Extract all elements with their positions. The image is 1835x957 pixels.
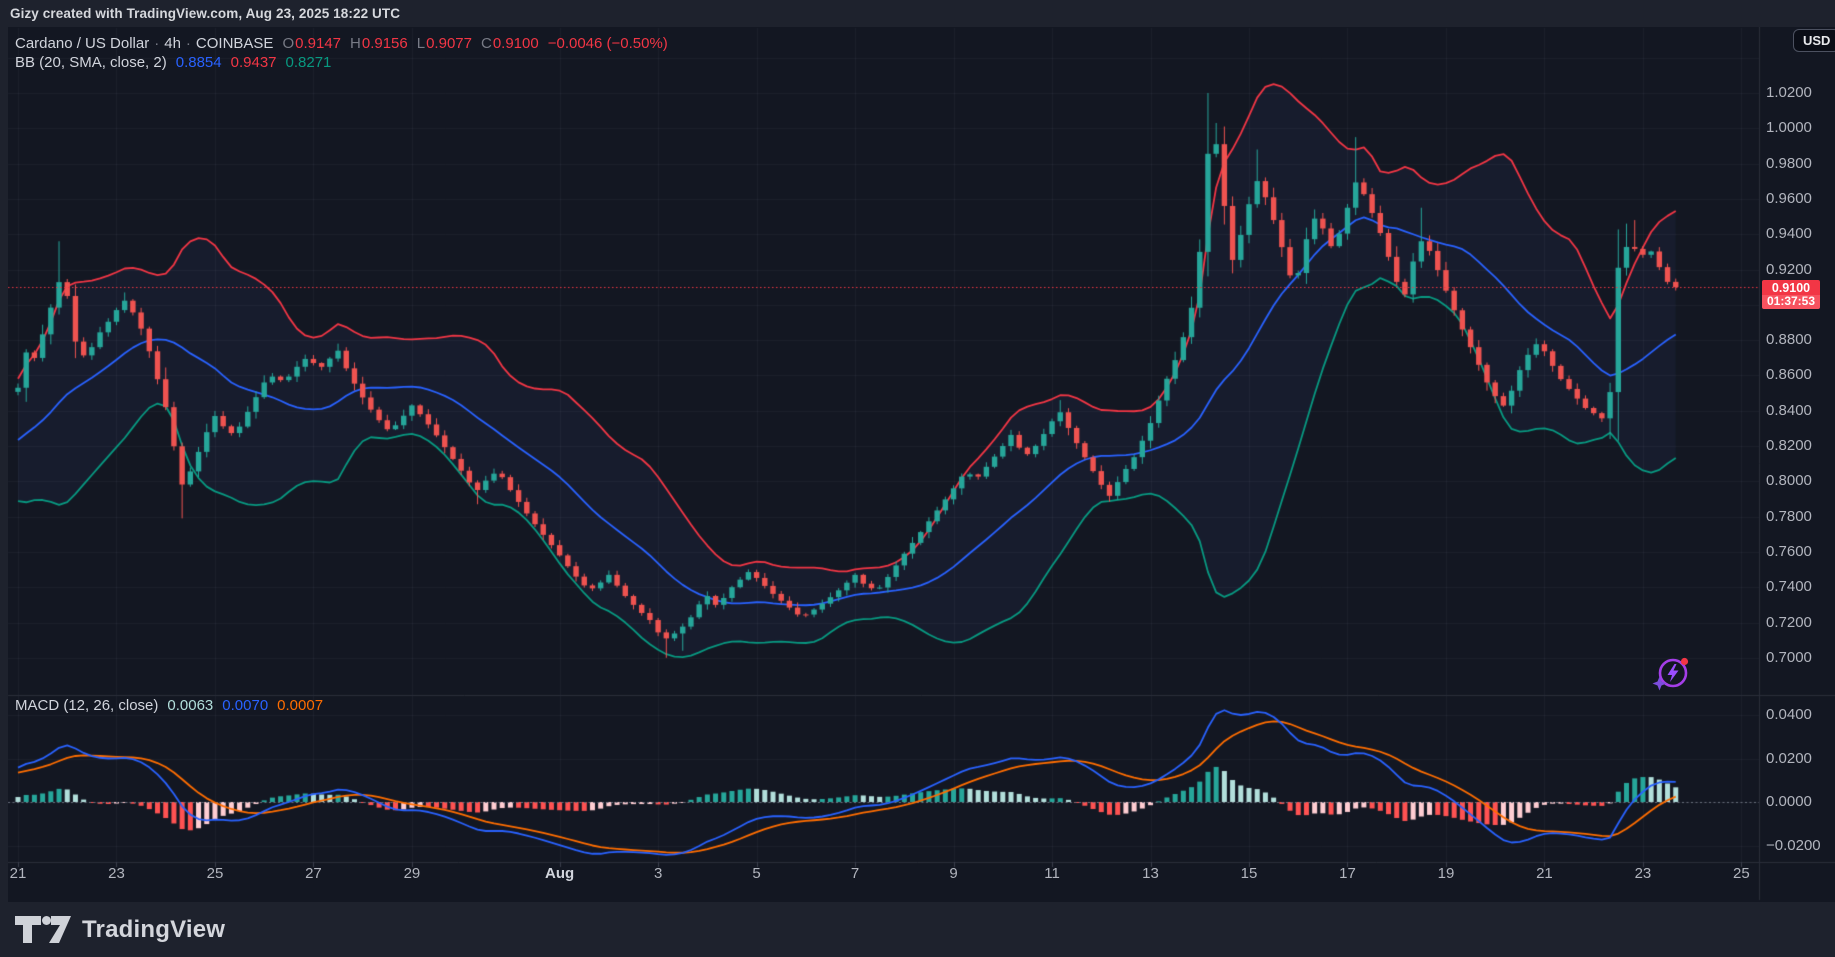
time-axis-label: 5 (752, 865, 761, 882)
ohlc-letter: C (480, 35, 492, 52)
ohlc-letter: L (416, 35, 426, 52)
price-axis-label: 0.7000 (1766, 648, 1812, 666)
indicator-value: 0.0070 (222, 697, 269, 714)
price-axis-label: 0.7400 (1766, 578, 1812, 596)
indicator-value: 0.9437 (230, 54, 277, 71)
time-axis-label: 7 (850, 865, 860, 882)
footer-bar: TradingView (0, 902, 1835, 957)
time-axis-label: 25 (206, 865, 224, 882)
price-axis-label: 0.9600 (1766, 189, 1812, 207)
price-axis-label: 1.0200 (1766, 84, 1812, 101)
bb-indicator-values: 0.8854 0.9437 0.8271 (167, 54, 332, 71)
tradingview-brand-text[interactable]: TradingView (82, 915, 226, 943)
price-axis-label: 0.8400 (1766, 401, 1812, 419)
macd-indicator-legend[interactable]: MACD (12, 26, close) 0.0063 0.0070 0.0007 (15, 697, 323, 714)
change-value: −0.0046 (−0.50%) (547, 35, 668, 52)
ohlc-value: 0.9100 (492, 35, 539, 52)
time-axis-label: 27 (305, 865, 322, 882)
price-axis-label: 0.8200 (1766, 437, 1812, 454)
legend-separator: · (154, 35, 160, 52)
attribution-bar: Gizy created with TradingView.com, Aug 2… (0, 0, 1835, 27)
macd-axis-label: 0.0000 (1766, 793, 1812, 810)
price-axis-label: 0.9800 (1766, 154, 1812, 172)
price-axis-label: 0.9400 (1766, 225, 1812, 243)
time-axis-label: 13 (1142, 865, 1159, 882)
price-axis-label: 0.9200 (1766, 260, 1812, 278)
indicator-value: 0.0063 (167, 697, 214, 714)
time-axis-label: 19 (1437, 865, 1455, 882)
symbol-exchange: COINBASE (195, 35, 274, 52)
macd-axis-label: 0.0400 (1766, 706, 1812, 723)
time-axis-label: 23 (1634, 865, 1652, 882)
currency-toggle-button[interactable]: USD (1793, 29, 1835, 52)
candle-countdown: 01:37:53 (1762, 295, 1820, 310)
time-axis-label: 15 (1240, 865, 1258, 882)
last-price-badge: 0.9100 01:37:53 (1762, 280, 1820, 310)
price-axis-label: 0.7600 (1766, 542, 1812, 560)
price-axis-label: 0.8000 (1766, 472, 1812, 490)
ohlc-value: 0.9147 (295, 35, 342, 52)
notification-dot-icon (1680, 657, 1689, 666)
lightning-bolt-icon (1667, 664, 1679, 682)
bb-indicator-legend[interactable]: BB (20, SMA, close, 2) 0.8854 0.9437 0.827… (15, 54, 331, 71)
time-axis-label: 21 (1536, 865, 1553, 882)
ohlc-letter: H (350, 35, 361, 52)
last-price-value: 0.9100 (1762, 280, 1820, 296)
time-axis-label: 11 (1044, 865, 1060, 882)
flash-circle-icon (1658, 658, 1688, 688)
price-axis-label: 0.8600 (1766, 366, 1812, 384)
ohlc-value: 0.9077 (426, 35, 472, 52)
attribution-text: Gizy created with TradingView.com, Aug 2… (10, 6, 401, 21)
macd-axis-label: −0.0200 (1766, 836, 1821, 854)
price-axis-label: 0.7200 (1766, 613, 1812, 631)
symbol-legend[interactable]: Cardano / US Dollar · 4h · COINBASE O0.9… (15, 35, 668, 52)
chart-left-frame (0, 27, 8, 902)
time-axis-label: 9 (949, 865, 958, 882)
sparkle-star-icon (1652, 676, 1667, 691)
symbol-interval[interactable]: 4h (164, 35, 181, 52)
time-axis-label: Aug (545, 865, 575, 882)
price-axis-label: 1.0000 (1766, 119, 1812, 137)
price-axis-label: 0.8800 (1766, 331, 1812, 349)
ohlc-values: O0.9147 H0.9156 L0.9077 C0.9100 (273, 35, 538, 52)
indicator-value: 0.8271 (285, 54, 332, 71)
time-axis-label: 3 (653, 865, 663, 882)
time-axis-label: 17 (1339, 865, 1356, 882)
ohlc-value: 0.9156 (361, 35, 408, 52)
indicator-value: 0.8854 (175, 54, 222, 71)
macd-indicator-values: 0.0063 0.0070 0.0007 (158, 697, 323, 714)
price-axis-label: 0.7800 (1766, 507, 1812, 525)
time-axis-label: 21 (9, 865, 27, 882)
ohlc-letter: O (282, 35, 295, 52)
time-axis-label: 29 (403, 865, 421, 882)
macd-indicator-label[interactable]: MACD (12, 26, close) (15, 697, 159, 714)
tradingview-logo-icon[interactable] (13, 912, 73, 948)
indicator-value: 0.0007 (277, 697, 324, 714)
macd-axis-label: 0.0200 (1766, 749, 1812, 767)
symbol-title[interactable]: Cardano / US Dollar (15, 35, 150, 52)
legend-separator: · (185, 35, 191, 52)
time-axis-label: 23 (108, 865, 125, 882)
ai-flash-icon[interactable] (1650, 650, 1696, 696)
bb-indicator-label[interactable]: BB (20, SMA, close, 2) (15, 54, 167, 71)
time-axis-label: 25 (1733, 865, 1750, 882)
